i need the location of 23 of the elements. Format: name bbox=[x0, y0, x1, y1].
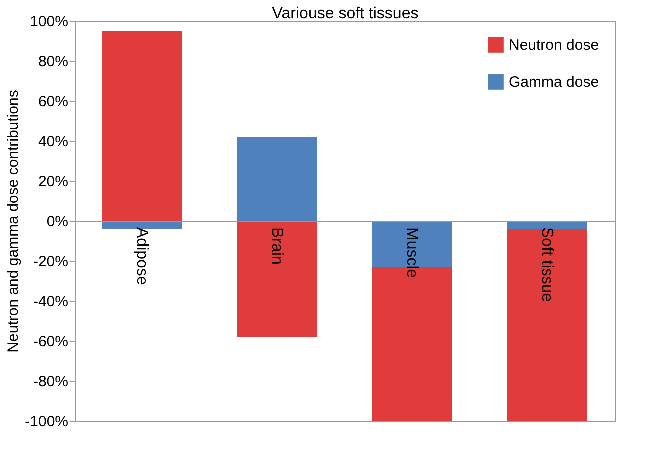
y-tick-label: 0% bbox=[46, 214, 68, 230]
legend-label: Neutron dose bbox=[509, 37, 600, 54]
y-tick-label: 80% bbox=[38, 54, 68, 70]
y-axis-title: Neutron and gamma dose contributions bbox=[5, 90, 22, 353]
y-tick-label: -20% bbox=[33, 254, 68, 270]
x-tick-label: Brain bbox=[268, 228, 286, 265]
y-tick-label: 20% bbox=[38, 174, 68, 190]
x-tick-label: Soft tissue bbox=[538, 228, 556, 302]
y-tick-label: -40% bbox=[33, 294, 68, 310]
bar bbox=[238, 221, 318, 337]
bar bbox=[102, 31, 182, 221]
bar bbox=[508, 229, 588, 421]
y-tick-label: -60% bbox=[33, 334, 68, 350]
y-tick-label: 100% bbox=[30, 14, 68, 30]
y-tick-label: -100% bbox=[25, 414, 68, 430]
x-tick-label: Muscle bbox=[404, 228, 420, 278]
y-tick-label: 60% bbox=[38, 94, 68, 110]
y-tick-label: 40% bbox=[38, 134, 68, 150]
x-tick-label: Adipose bbox=[134, 228, 150, 286]
legend-label: Gamma dose bbox=[509, 74, 600, 91]
y-tick-label: -80% bbox=[33, 374, 68, 390]
x-axis-title: Variouse soft tissues bbox=[272, 6, 419, 22]
bar bbox=[238, 137, 318, 221]
